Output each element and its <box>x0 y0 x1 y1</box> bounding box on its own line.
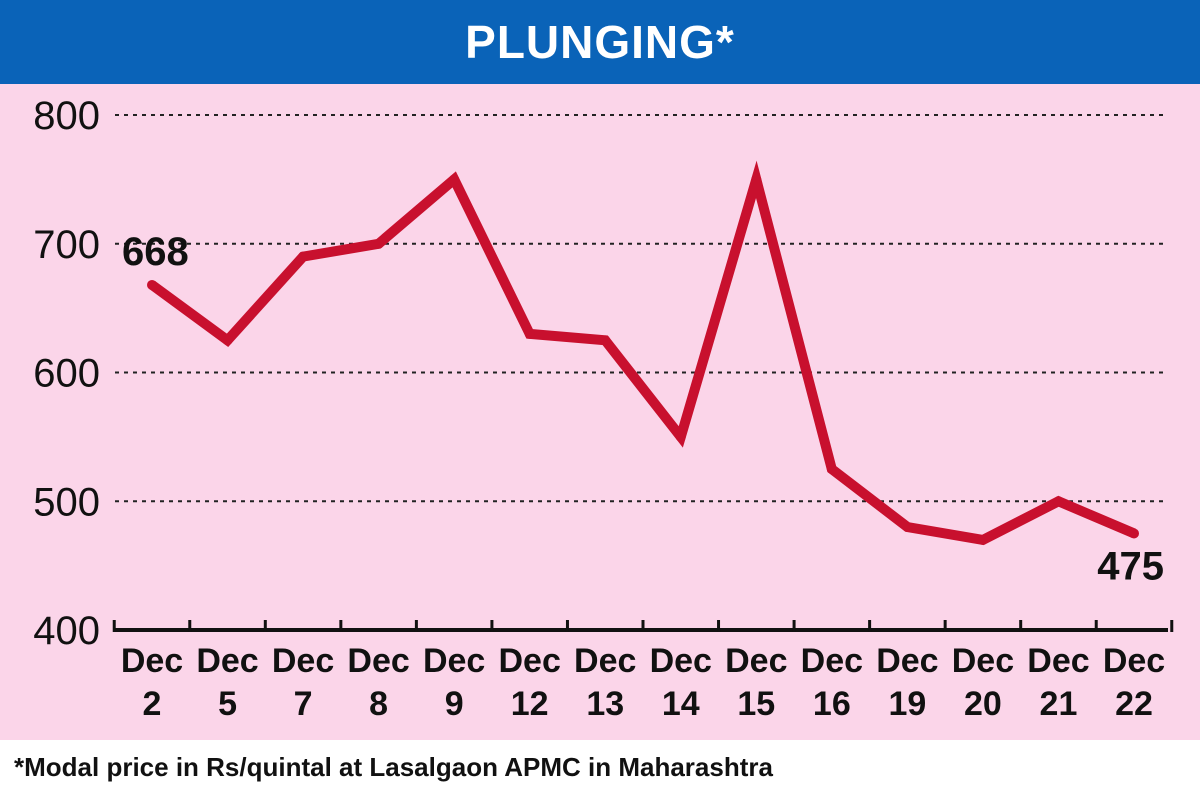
axis-layer <box>112 620 1174 632</box>
x-tick-label: 13 <box>586 685 624 723</box>
data-point <box>1129 528 1139 539</box>
data-point <box>751 174 762 185</box>
x-tick-label: Dec <box>423 642 485 680</box>
footnote: *Modal price in Rs/quintal at Lasalgaon … <box>14 752 773 782</box>
data-point <box>902 522 913 532</box>
data-point <box>524 328 535 339</box>
x-tick-label: Dec <box>650 642 712 680</box>
data-point <box>600 335 611 346</box>
x-tick-label: Dec <box>347 642 409 680</box>
x-tick-label: 14 <box>662 685 700 723</box>
x-tick-label: Dec <box>1103 642 1165 680</box>
x-tick-label: 5 <box>218 685 237 723</box>
x-tick-label: Dec <box>801 642 863 680</box>
x-tick-label: 15 <box>737 685 775 723</box>
series-line <box>149 160 1136 546</box>
y-tick-label: 700 <box>33 223 100 267</box>
data-point <box>373 238 384 249</box>
title-bar: PLUNGING* <box>0 0 1200 84</box>
data-point <box>977 534 988 545</box>
x-tick-label: Dec <box>196 642 258 680</box>
data-label: 475 <box>1097 544 1164 588</box>
data-point <box>298 251 309 262</box>
data-point <box>826 464 837 475</box>
data-point <box>675 431 686 442</box>
chart-title: PLUNGING* <box>465 16 735 68</box>
x-tick-label: 16 <box>813 685 851 723</box>
x-tick-label: 8 <box>369 685 388 723</box>
label-layer: 400 500 600 700 800 Dec 2 Dec 5 Dec 7 Dec 8 Dec 9 Dec 12… <box>33 94 1165 723</box>
x-tick-label: 19 <box>888 685 926 723</box>
x-tick-label: Dec <box>121 642 183 680</box>
x-tick-label: 9 <box>445 685 464 723</box>
y-tick-label: 600 <box>33 352 100 396</box>
y-tick-label: 800 <box>33 94 100 138</box>
grid-layer <box>115 114 1168 503</box>
x-tick-label: 22 <box>1115 685 1153 723</box>
data-point <box>449 174 460 185</box>
data-point <box>222 335 233 346</box>
data-point <box>1053 496 1064 507</box>
x-tick-label: Dec <box>272 642 334 680</box>
y-tick-label: 500 <box>33 480 100 524</box>
x-tick-label: Dec <box>499 642 561 680</box>
x-tick-label: 20 <box>964 685 1002 723</box>
data-point <box>147 279 157 290</box>
x-tick-label: 21 <box>1040 685 1078 723</box>
x-tick-label: 12 <box>511 685 549 723</box>
y-tick-label: 400 <box>33 609 100 653</box>
series-layer <box>147 160 1139 546</box>
x-tick-label: 7 <box>294 685 313 723</box>
x-tick-label: Dec <box>574 642 636 680</box>
x-tick-label: 2 <box>143 685 162 723</box>
x-tick-label: Dec <box>725 642 787 680</box>
x-tick-label: Dec <box>876 642 938 680</box>
x-tick-label: Dec <box>1027 642 1089 680</box>
data-label: 668 <box>122 230 189 274</box>
x-tick-label: Dec <box>952 642 1014 680</box>
